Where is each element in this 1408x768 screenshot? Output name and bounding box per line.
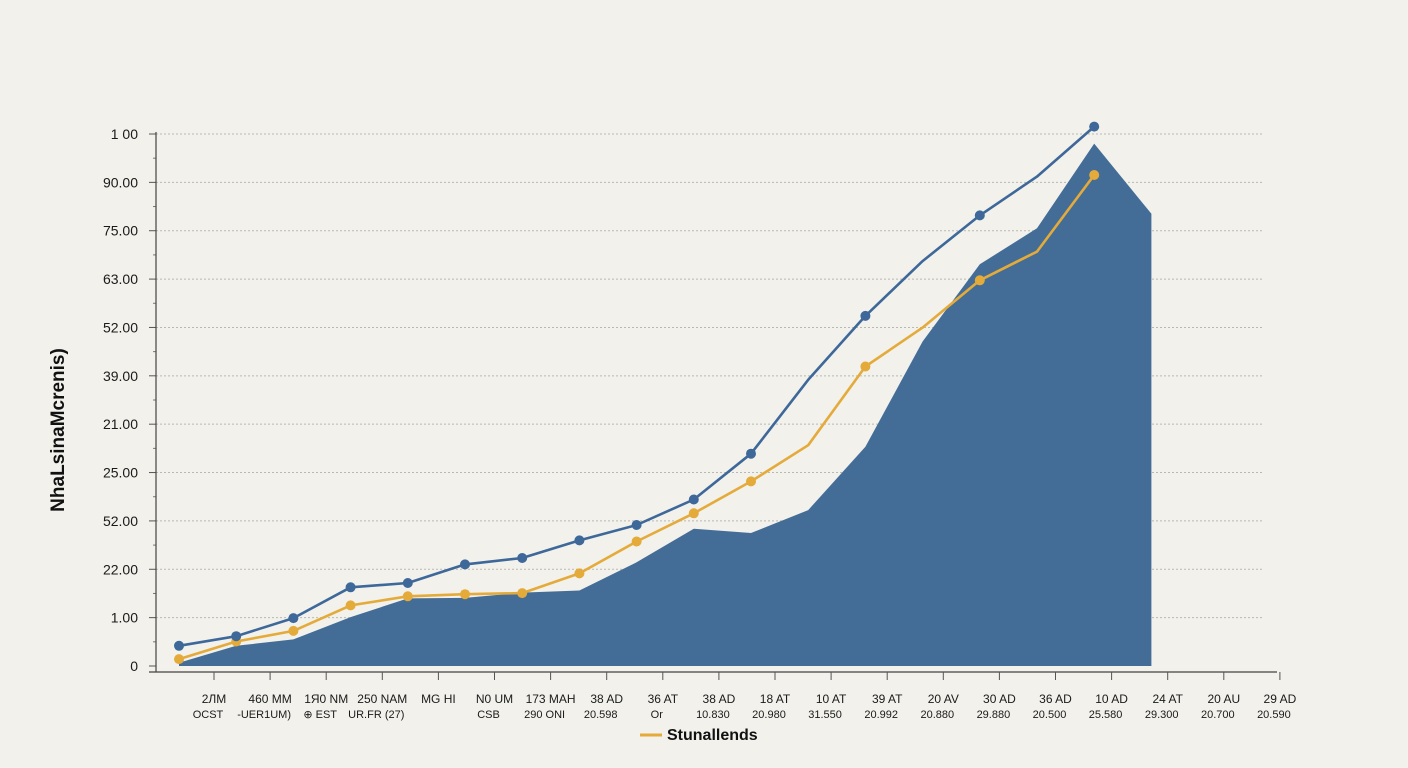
x-tick-label: 29 AD <box>1264 692 1297 706</box>
x-tick-sublabel: 29.300 <box>1145 709 1179 721</box>
series-point-0 <box>345 582 356 593</box>
series-point-1 <box>574 568 585 579</box>
series-point-1 <box>402 591 413 602</box>
x-tick-sublabel: -UER1UM) <box>237 709 291 721</box>
x-tick-label: 10 AT <box>816 692 847 706</box>
y-tick-label: 75.00 <box>103 223 138 239</box>
x-tick-sublabel: 31.550 <box>808 709 842 721</box>
series-point-0 <box>860 310 871 321</box>
x-tick-label: 30 AD <box>983 692 1016 706</box>
x-tick-sublabel: 20.880 <box>920 709 954 721</box>
series-point-1 <box>460 589 470 600</box>
y-tick-label: 52.00 <box>103 513 138 529</box>
series-point-0 <box>231 631 242 642</box>
axes <box>149 132 1277 673</box>
y-tick-label: 25.00 <box>103 465 138 481</box>
y-tick-label: 39.00 <box>103 368 138 384</box>
x-tick-sublabel: 10.830 <box>696 709 730 721</box>
y-tick-label: 0 <box>130 658 138 674</box>
series-point-1 <box>746 476 756 487</box>
series-point-0 <box>631 520 642 530</box>
x-tick-label: 24 AT <box>1152 692 1183 706</box>
x-tick-label: 250 NAM <box>357 692 407 706</box>
series-point-0 <box>574 535 585 546</box>
x-tick-label: 38 AD <box>703 692 736 706</box>
series-point-1 <box>974 275 985 286</box>
series-point-0 <box>688 494 699 505</box>
y-tick-label: 52.00 <box>103 319 138 335</box>
x-tick-sublabel: 20.590 <box>1257 709 1291 721</box>
x-tick-label: 38 AD <box>590 692 623 706</box>
series-point-0 <box>746 448 756 459</box>
x-tick-sublabel: 20.700 <box>1201 709 1235 721</box>
line-series <box>174 121 1100 665</box>
x-tick-sublabel: 20.980 <box>752 709 786 721</box>
x-tick-label: 1Я0 NM <box>304 692 348 706</box>
x-tick-label: 20 AV <box>928 692 959 706</box>
x-tick-sublabel: UR.FR (27) <box>348 709 404 721</box>
x-tick-label: 10 AD <box>1095 692 1128 706</box>
series-point-0 <box>174 640 184 651</box>
x-tick-sublabel: ОСST <box>193 709 224 721</box>
area-fill <box>179 143 1152 667</box>
series-point-0 <box>1089 121 1100 132</box>
y-tick-label: 22.00 <box>103 561 138 577</box>
x-tick-sublabel: 25.580 <box>1089 709 1123 721</box>
y-tick-label: 90.00 <box>103 174 138 190</box>
series-point-1 <box>174 654 184 665</box>
series-point-1 <box>688 508 699 519</box>
x-tick-sublabel: 20.992 <box>864 709 898 721</box>
x-tick-label: 2ЛМ <box>202 692 227 706</box>
x-tick-labels: 2ЛМ ОСST 460 MM -UER1UM) 1Я0 NM ⊕ ЕSТ 250 NAM U… <box>193 672 1297 721</box>
series-point-1 <box>517 588 528 599</box>
series-point-0 <box>460 559 470 570</box>
x-tick-sublabel: 20.500 <box>1033 709 1067 721</box>
y-tick-label: 1.00 <box>111 610 138 626</box>
x-tick-sublabel: Or <box>651 709 664 721</box>
x-tick-label: 460 MM <box>248 692 291 706</box>
x-tick-label: 39 AT <box>872 692 903 706</box>
series-point-0 <box>402 578 413 588</box>
x-tick-sublabel: 290 ONI <box>524 709 565 721</box>
y-tick-label: 63.00 <box>103 271 138 287</box>
x-tick-label: 36 AD <box>1039 692 1072 706</box>
series-point-1 <box>288 625 299 636</box>
x-tick-sublabel: ⊕ ЕSТ <box>303 709 337 721</box>
x-tick-label: 20 AU <box>1207 692 1240 706</box>
series-point-1 <box>1089 170 1100 180</box>
y-tick-labels: 0 1.00 22.00 52.00 25.00 21.00 39.00 52.00 63.00… <box>103 126 138 674</box>
series-point-1 <box>631 536 642 547</box>
x-tick-label: 36 AT <box>648 692 679 706</box>
legend-label: Stunallends <box>667 727 758 744</box>
x-tick-label: 173 MAH <box>526 692 576 706</box>
x-tick-sublabel: 20.598 <box>584 709 618 721</box>
x-tick-sublabel: 29.880 <box>977 709 1011 721</box>
y-tick-label: 21.00 <box>103 416 138 432</box>
series-point-0 <box>974 210 985 221</box>
area-series <box>179 143 1152 667</box>
x-tick-sublabel: CSB <box>477 709 500 721</box>
series-point-0 <box>517 553 528 563</box>
x-tick-label: N0 UM <box>476 692 513 706</box>
series-point-0 <box>288 613 299 624</box>
y-tick-label: 1 00 <box>111 126 138 142</box>
y-axis-label: NhaLsinaMcrenis) <box>48 348 69 512</box>
x-tick-label: MG HI <box>421 692 456 706</box>
x-tick-label: 18 AT <box>760 692 791 706</box>
series-point-1 <box>860 361 871 372</box>
legend: Stunallends <box>640 727 758 744</box>
series-point-1 <box>345 600 356 611</box>
